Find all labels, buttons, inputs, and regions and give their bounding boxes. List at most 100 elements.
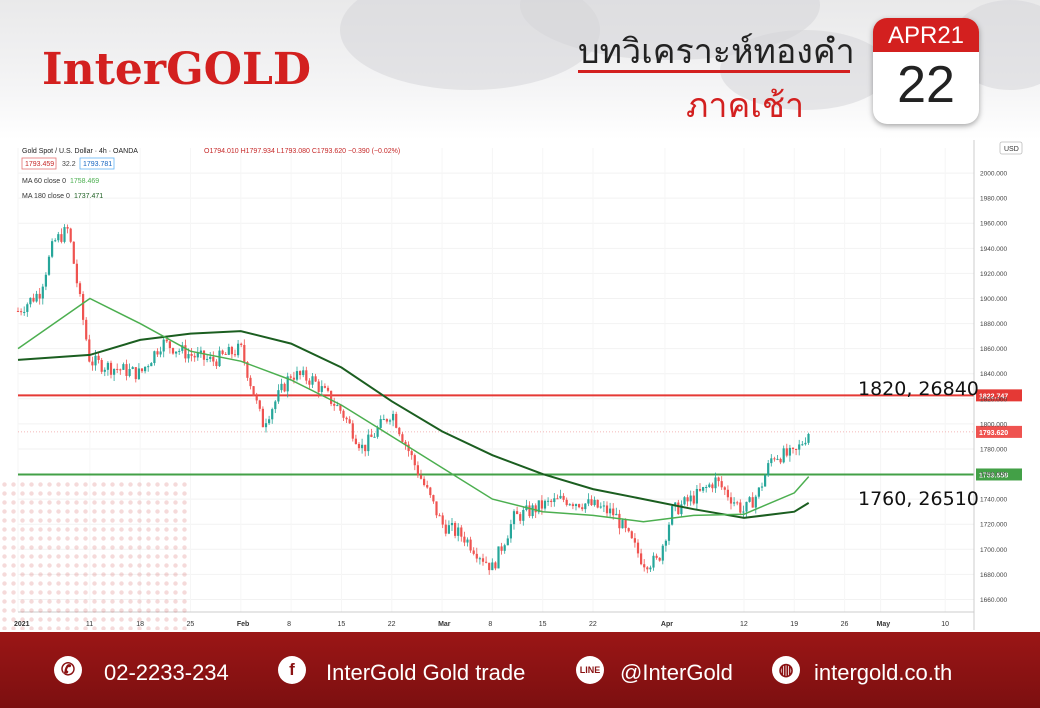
candle-body bbox=[516, 511, 519, 515]
candle-body bbox=[522, 509, 525, 521]
candle-body bbox=[615, 513, 618, 516]
candle-body bbox=[553, 498, 556, 503]
candle-body bbox=[308, 380, 311, 385]
candle-body bbox=[224, 353, 227, 355]
candle-body bbox=[587, 499, 590, 504]
y-tick-label: 1920.000 bbox=[980, 271, 1007, 278]
website-link[interactable]: intergold.co.th bbox=[814, 660, 953, 685]
phone-number[interactable]: 02-2233-234 bbox=[104, 660, 229, 685]
candle-body bbox=[590, 499, 593, 506]
x-tick-label: May bbox=[877, 621, 891, 628]
ma180-line bbox=[17, 330, 810, 519]
candle-body bbox=[292, 377, 295, 380]
last-price-label: 1793.620 bbox=[979, 430, 1008, 437]
facebook-link[interactable]: InterGold Gold trade bbox=[326, 660, 526, 685]
candle-body bbox=[736, 502, 739, 504]
candle-body bbox=[168, 341, 171, 349]
x-tick-label: 11 bbox=[86, 621, 93, 628]
candle-body bbox=[379, 419, 382, 428]
candle-body bbox=[63, 227, 66, 242]
candle-body bbox=[416, 465, 419, 476]
spread-value: 32.2 bbox=[62, 161, 76, 168]
candle-body bbox=[88, 339, 91, 362]
calendar-icon: APR21 22 bbox=[873, 18, 979, 124]
level-price-label: 1822.747 bbox=[979, 393, 1008, 400]
candle-body bbox=[243, 344, 246, 363]
candle-body bbox=[150, 363, 153, 367]
candle-body bbox=[757, 487, 760, 497]
candle-body bbox=[578, 504, 581, 508]
globe-icon: ◍ bbox=[772, 656, 800, 684]
candle-body bbox=[357, 444, 361, 449]
candle-body bbox=[413, 455, 416, 466]
line-id[interactable]: @InterGold bbox=[620, 660, 733, 685]
candle-body bbox=[633, 538, 636, 543]
candle-body bbox=[106, 362, 109, 370]
candle-body bbox=[26, 304, 29, 312]
candle-body bbox=[109, 362, 113, 375]
phone-icon: ✆ bbox=[54, 656, 82, 684]
ma60-label: MA 60 close 0 bbox=[22, 178, 66, 185]
candle-body bbox=[252, 386, 255, 396]
calendar-month: APR21 bbox=[873, 18, 979, 52]
candle-body bbox=[382, 419, 385, 421]
candle-body bbox=[698, 488, 702, 491]
decor-dots bbox=[0, 480, 190, 630]
candle-body bbox=[655, 555, 658, 558]
candle-body bbox=[643, 564, 646, 568]
candle-body bbox=[435, 501, 438, 516]
candle-body bbox=[66, 227, 69, 229]
x-tick-label: 22 bbox=[388, 621, 396, 628]
candle-body bbox=[807, 433, 810, 443]
candle-body bbox=[593, 499, 596, 506]
candle-body bbox=[714, 477, 717, 489]
candle-body bbox=[702, 487, 705, 491]
candle-body bbox=[540, 500, 543, 509]
candle-body bbox=[779, 458, 782, 463]
candle-body bbox=[255, 395, 258, 401]
candle-body bbox=[128, 369, 131, 376]
candle-body bbox=[44, 274, 47, 287]
candle-body bbox=[181, 345, 184, 351]
candle-body bbox=[159, 351, 162, 355]
x-tick-label: 22 bbox=[589, 621, 597, 628]
candle-body bbox=[764, 475, 767, 487]
candle-body bbox=[447, 525, 450, 534]
candle-body bbox=[478, 558, 481, 560]
candle-body bbox=[156, 351, 159, 355]
y-tick-label: 1700.000 bbox=[980, 547, 1007, 554]
candle-body bbox=[249, 377, 252, 387]
candle-body bbox=[454, 522, 457, 536]
candle-body bbox=[519, 514, 522, 521]
level-price-tag bbox=[976, 468, 1022, 481]
candle-body bbox=[596, 499, 599, 508]
candle-body bbox=[137, 368, 140, 380]
y-tick-label: 1680.000 bbox=[980, 572, 1007, 579]
ask-box bbox=[79, 157, 115, 170]
footer-bar bbox=[0, 632, 1040, 708]
candle-body bbox=[274, 401, 277, 410]
support-annotation: 1760, 26510 bbox=[858, 488, 979, 510]
y-tick-label: 2000.000 bbox=[980, 171, 1007, 178]
candle-body bbox=[47, 256, 51, 275]
y-tick-label: 1720.000 bbox=[980, 522, 1007, 529]
candle-body bbox=[323, 386, 326, 388]
candle-body bbox=[733, 502, 736, 504]
candle-body bbox=[147, 366, 150, 368]
candle-body bbox=[376, 427, 379, 437]
ma60-line bbox=[17, 297, 810, 523]
resistance-annotation: 1820, 26840 bbox=[858, 378, 979, 400]
candle-body bbox=[432, 495, 435, 502]
candle-body bbox=[286, 376, 289, 392]
candle-body bbox=[491, 562, 494, 571]
candle-body bbox=[320, 386, 323, 392]
candle-body bbox=[333, 403, 336, 406]
candle-body bbox=[528, 505, 531, 517]
candle-body bbox=[543, 500, 547, 509]
candle-body bbox=[460, 527, 463, 537]
candle-body bbox=[54, 240, 57, 242]
candle-body bbox=[221, 350, 224, 354]
candle-body bbox=[311, 376, 314, 385]
legend-ohlc: O1794.010 H1797.934 L1793.080 C1793.620 … bbox=[204, 148, 400, 155]
candle-body bbox=[230, 346, 233, 355]
